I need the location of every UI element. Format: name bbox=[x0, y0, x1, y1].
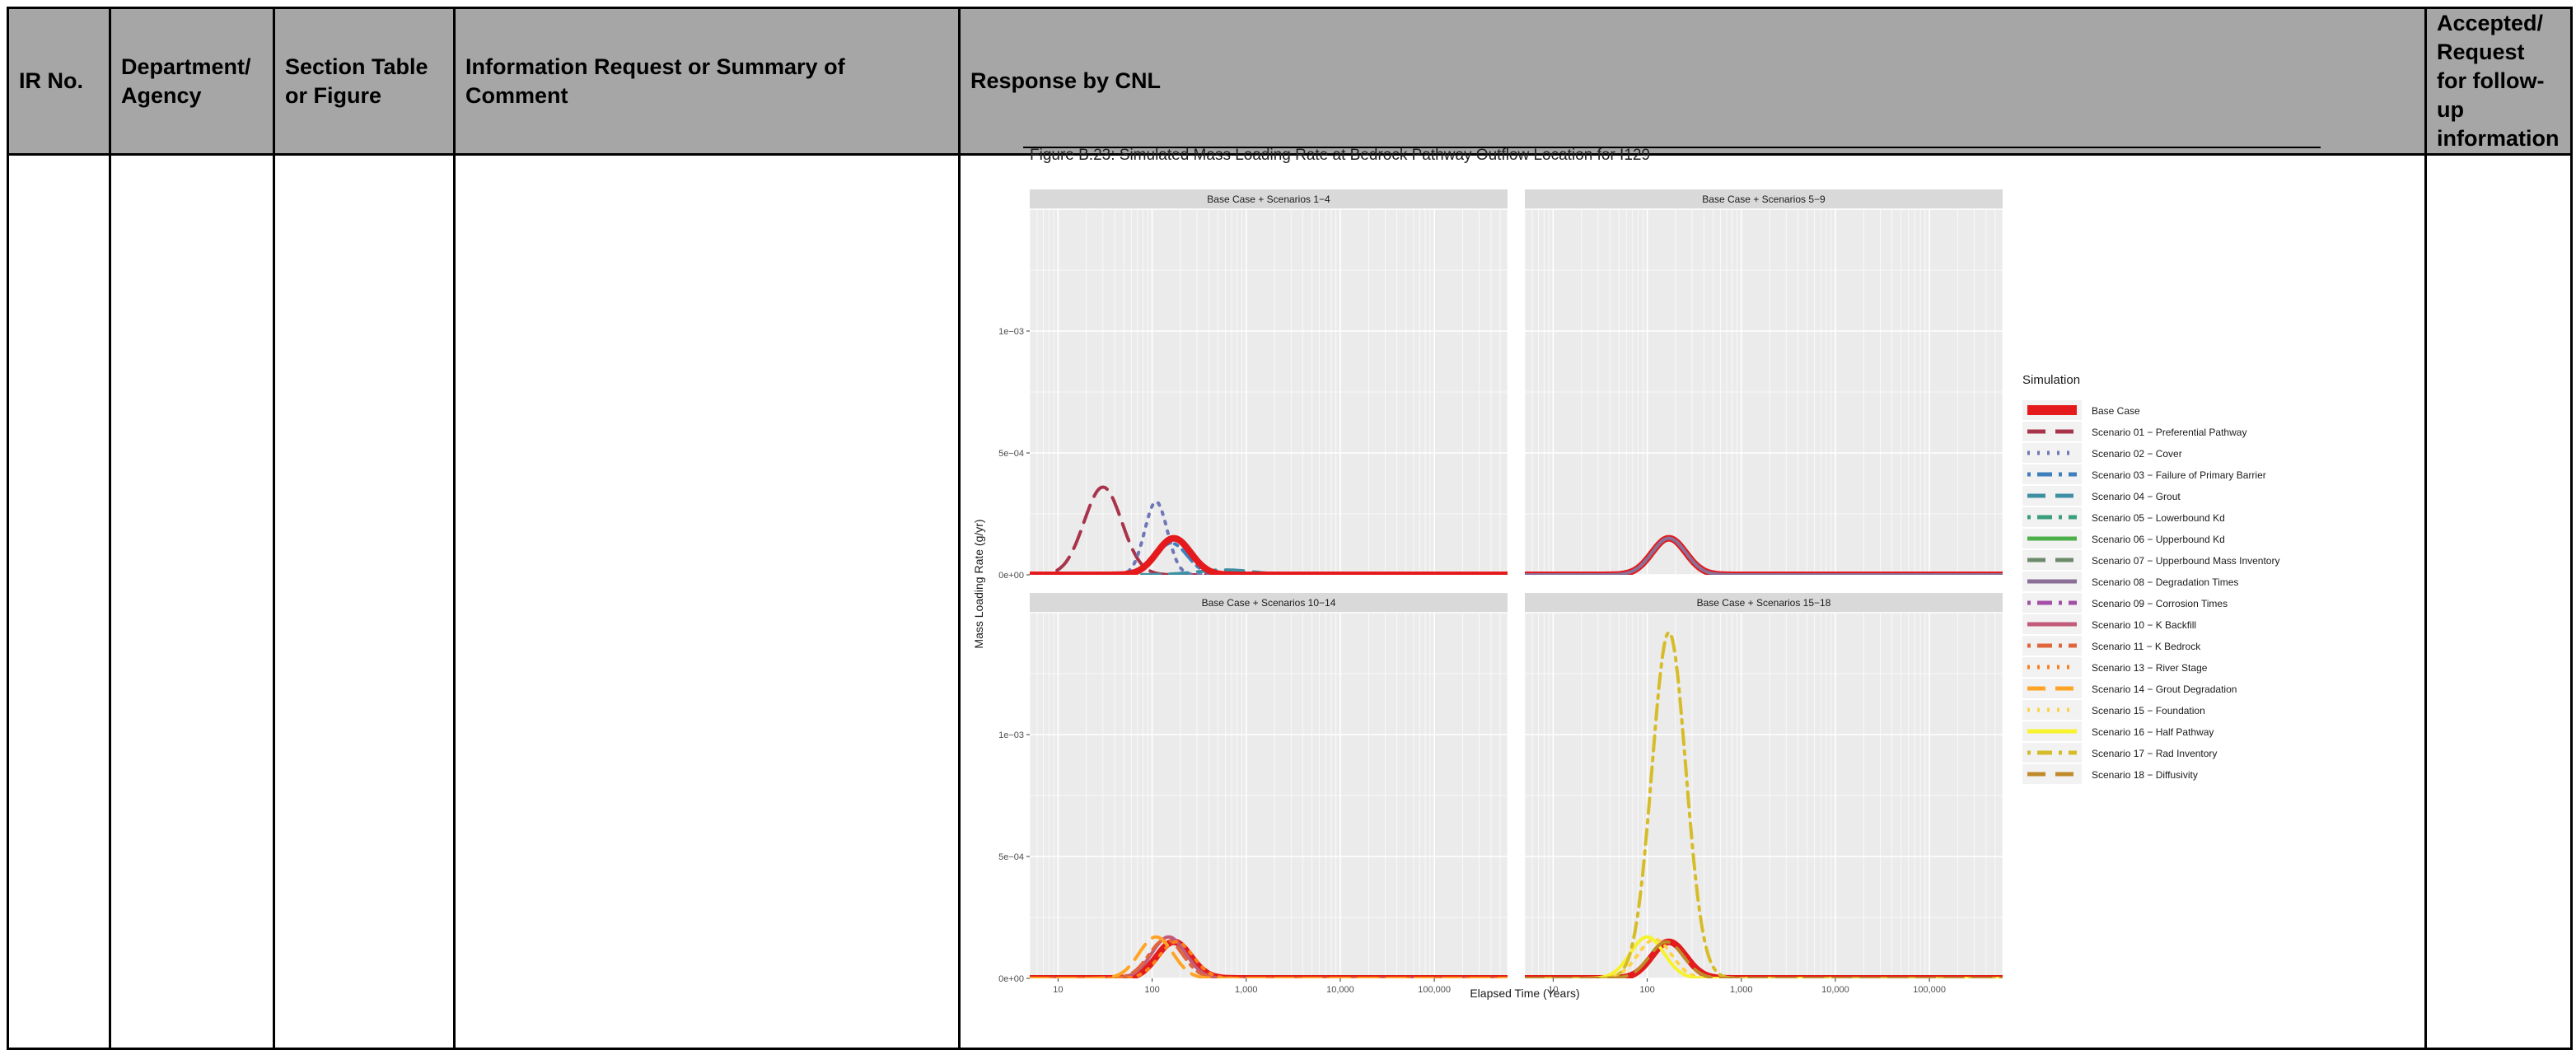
legend-entry-label: Scenario 15 − Foundation bbox=[2092, 705, 2205, 716]
header-section: Section Table or Figure bbox=[273, 7, 456, 156]
cell-information-request bbox=[453, 153, 961, 1050]
panel-title: Base Case + Scenarios 10−14 bbox=[1202, 597, 1336, 609]
legend-entry-label: Scenario 11 − K Bedrock bbox=[2092, 641, 2201, 652]
panel-series-group bbox=[1030, 935, 1508, 978]
header-accepted: Accepted/ Request for follow-up informat… bbox=[2424, 7, 2573, 156]
x-tick-label: 100,000 bbox=[1418, 985, 1451, 995]
header-row: IR No. Department/ Agency Section Table … bbox=[7, 7, 2573, 156]
header-information-request: Information Request or Summary of Commen… bbox=[453, 7, 961, 156]
legend-entry-label: Scenario 06 − Upperbound Kd bbox=[2092, 534, 2225, 545]
legend-entry-label: Scenario 07 − Upperbound Mass Inventory bbox=[2092, 555, 2279, 567]
panel-series-group bbox=[1030, 485, 1508, 575]
legend-entry-label: Scenario 14 − Grout Degradation bbox=[2092, 684, 2237, 695]
y-tick-label: 5e−04 bbox=[998, 449, 1024, 459]
figure-caption: Figure B.23: Simulated Mass Loading Rate… bbox=[1030, 147, 1651, 164]
x-tick-label: 100 bbox=[1144, 985, 1159, 995]
header-department: Department/ Agency bbox=[109, 7, 275, 156]
panel-series-group bbox=[1525, 630, 2003, 978]
legend-entry-label: Scenario 08 − Degradation Times bbox=[2092, 576, 2238, 588]
legend-entry-label: Scenario 16 − Half Pathway bbox=[2092, 726, 2214, 738]
header-ir-no: IR No. bbox=[7, 7, 111, 156]
panel-strip bbox=[1030, 593, 1508, 613]
y-tick-label: 1e−03 bbox=[998, 730, 1024, 740]
legend-entry-label: Scenario 13 − River Stage bbox=[2092, 662, 2208, 674]
legend-entry-label: Scenario 09 − Corrosion Times bbox=[2092, 598, 2228, 609]
y-tick-label: 1e−03 bbox=[998, 327, 1024, 337]
legend-key-bg bbox=[2022, 700, 2082, 720]
legend-key-bg bbox=[2022, 657, 2082, 677]
x-tick-label: 10,000 bbox=[1821, 985, 1849, 995]
panel-title: Base Case + Scenarios 1−4 bbox=[1207, 194, 1330, 205]
legend-entry-label: Scenario 10 − K Backfill bbox=[2092, 619, 2196, 631]
cell-ir-no bbox=[7, 153, 111, 1050]
panel-strip bbox=[1525, 189, 2003, 209]
x-tick-label: 100,000 bbox=[1913, 985, 1946, 995]
figure-rule bbox=[1023, 147, 2321, 148]
series-line bbox=[1525, 630, 2003, 978]
x-tick-label: 10 bbox=[1053, 985, 1063, 995]
y-tick-label: 5e−04 bbox=[998, 852, 1024, 862]
y-tick-label: 0e+00 bbox=[998, 974, 1024, 984]
cell-department bbox=[109, 153, 275, 1050]
legend-entry-label: Scenario 02 − Cover bbox=[2092, 448, 2182, 460]
panel-title: Base Case + Scenarios 15−18 bbox=[1697, 597, 1831, 609]
x-tick-label: 1,000 bbox=[1235, 985, 1258, 995]
x-tick-label: 100 bbox=[1639, 985, 1654, 995]
header-response: Response by CNL bbox=[958, 7, 2427, 156]
panel-strip bbox=[1525, 593, 2003, 613]
legend-title: Simulation bbox=[2022, 373, 2080, 387]
legend-key-bg bbox=[2022, 443, 2082, 463]
legend-entry-label: Scenario 17 − Rad Inventory bbox=[2092, 748, 2217, 759]
panel-strip bbox=[1030, 189, 1508, 209]
legend-entry-label: Scenario 18 − Diffusivity bbox=[2092, 769, 2198, 781]
legend-entry-label: Base Case bbox=[2092, 405, 2140, 417]
x-axis-label: Elapsed Time (Years) bbox=[1470, 987, 1579, 1000]
y-axis-label: Mass Loading Rate (g/yr) bbox=[972, 519, 985, 648]
legend-entry-label: Scenario 01 − Preferential Pathway bbox=[2092, 427, 2246, 438]
cell-section bbox=[273, 153, 456, 1050]
legend-entry-label: Scenario 03 − Failure of Primary Barrier bbox=[2092, 469, 2266, 481]
x-tick-label: 1,000 bbox=[1730, 985, 1753, 995]
legend-entry-label: Scenario 04 − Grout bbox=[2092, 491, 2181, 502]
legend-entry-label: Scenario 05 − Lowerbound Kd bbox=[2092, 512, 2225, 524]
panel-title: Base Case + Scenarios 5−9 bbox=[1702, 194, 1826, 205]
mass-loading-chart: Base Case + Scenarios 1−4 0e+00 5e−04 1e−03… bbox=[972, 189, 2279, 1000]
y-tick-label: 0e+00 bbox=[998, 571, 1024, 581]
cell-accepted bbox=[2424, 153, 2573, 1050]
x-tick-label: 10,000 bbox=[1326, 985, 1354, 995]
x-tick-label: 10 bbox=[1548, 985, 1558, 995]
